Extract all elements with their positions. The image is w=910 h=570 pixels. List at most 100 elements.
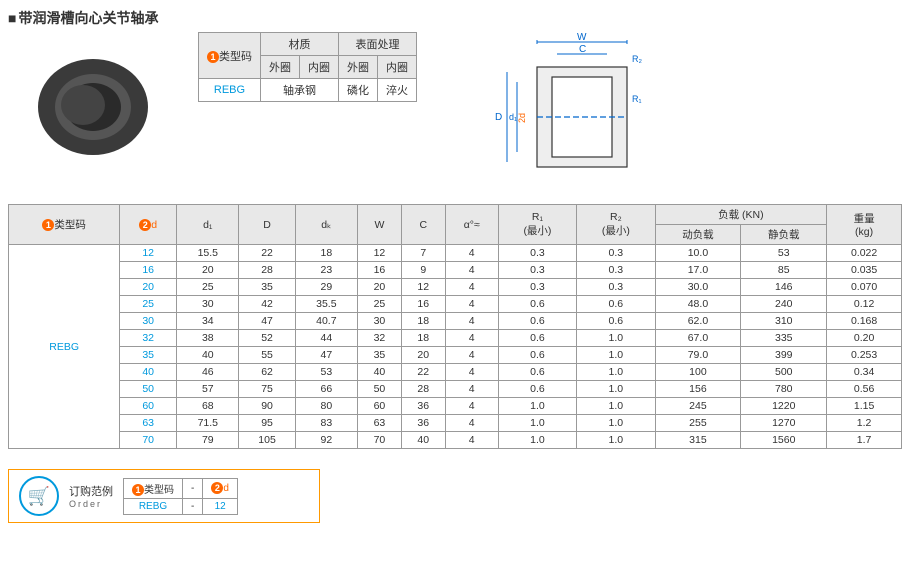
cell: 71.5 [177, 415, 239, 432]
cell: 22 [239, 245, 295, 262]
cell: 156 [655, 381, 741, 398]
surf-inner: 淬火 [378, 79, 417, 102]
cell: 4 [445, 432, 498, 449]
cell: 1220 [741, 398, 827, 415]
cell: 66 [295, 381, 357, 398]
cell: 53 [295, 364, 357, 381]
table-row: 1620282316940.30.317.0850.035 [9, 262, 902, 279]
cell: 20 [120, 279, 177, 296]
technical-diagram: W C D d₁ 2d R₂ R₁ [437, 32, 657, 192]
cell: 25 [177, 279, 239, 296]
surf-outer: 磷化 [339, 79, 378, 102]
cell: 70 [358, 432, 402, 449]
svg-text:R₂: R₂ [632, 54, 642, 64]
material-table-wrap: 1类型码 材质 表面处理 外圈 内圈 外圈 内圈 REBG 轴承钢 磷化 淬火 [198, 32, 417, 192]
cell: 62.0 [655, 313, 741, 330]
cell: 12 [120, 245, 177, 262]
cell: 4 [445, 347, 498, 364]
cell: 0.6 [498, 313, 576, 330]
cell: 63 [120, 415, 177, 432]
cell: 47 [295, 347, 357, 364]
cell: 255 [655, 415, 741, 432]
cell: 29 [295, 279, 357, 296]
cell: 38 [177, 330, 239, 347]
cell: 0.3 [577, 279, 655, 296]
cell: 0.12 [827, 296, 902, 313]
cell: 16 [120, 262, 177, 279]
cell: 40 [401, 432, 445, 449]
cell: 245 [655, 398, 741, 415]
cell: 500 [741, 364, 827, 381]
svg-text:d₁: d₁ [509, 112, 517, 122]
cell: 0.34 [827, 364, 902, 381]
top-section: 1类型码 材质 表面处理 外圈 内圈 外圈 内圈 REBG 轴承钢 磷化 淬火 … [8, 32, 902, 192]
cell: 60 [120, 398, 177, 415]
cell: 1.15 [827, 398, 902, 415]
cell: 46 [177, 364, 239, 381]
order-label: 订购范例 [69, 483, 113, 499]
cell: 335 [741, 330, 827, 347]
code-val: REBG [199, 79, 261, 102]
svg-text:W: W [577, 32, 587, 43]
cell: 1.0 [577, 330, 655, 347]
table-row: 707910592704041.01.031515601.7 [9, 432, 902, 449]
hdr-inner1: 内圈 [300, 56, 339, 79]
cell: 310 [741, 313, 827, 330]
cell: 36 [401, 415, 445, 432]
cell: 30 [120, 313, 177, 330]
cell: 7 [401, 245, 445, 262]
cell: 28 [401, 381, 445, 398]
cell: 67.0 [655, 330, 741, 347]
svg-text:2d: 2d [517, 113, 527, 123]
hdr-inner2: 内圈 [378, 56, 417, 79]
cell: 12 [401, 279, 445, 296]
cell: 55 [239, 347, 295, 364]
cell: 0.6 [498, 381, 576, 398]
cell: 18 [401, 313, 445, 330]
cell: 53 [741, 245, 827, 262]
cell: 30.0 [655, 279, 741, 296]
hdr-outer1: 外圈 [261, 56, 300, 79]
cell: 1.0 [577, 415, 655, 432]
cell: 75 [239, 381, 295, 398]
table-row: 40466253402240.61.01005000.34 [9, 364, 902, 381]
cell: 36 [401, 398, 445, 415]
cell: 0.20 [827, 330, 902, 347]
cell: 83 [295, 415, 357, 432]
cell: 0.022 [827, 245, 902, 262]
hdr-material: 材质 [261, 33, 339, 56]
cell: 0.3 [498, 279, 576, 296]
cell: 0.3 [498, 245, 576, 262]
cell: 16 [358, 262, 402, 279]
cell: 62 [239, 364, 295, 381]
cell: 0.035 [827, 262, 902, 279]
cell: 68 [177, 398, 239, 415]
cell: 0.070 [827, 279, 902, 296]
cell: 15.5 [177, 245, 239, 262]
cell: 60 [358, 398, 402, 415]
cell: 4 [445, 381, 498, 398]
cell: 1.7 [827, 432, 902, 449]
cell: 1270 [741, 415, 827, 432]
cell: 30 [358, 313, 402, 330]
cell: 0.3 [577, 245, 655, 262]
cell: 1.0 [577, 364, 655, 381]
cell: 40.7 [295, 313, 357, 330]
table-row: 30344740.7301840.60.662.03100.168 [9, 313, 902, 330]
cell: 1560 [741, 432, 827, 449]
cell: 4 [445, 398, 498, 415]
cell: 1.0 [577, 347, 655, 364]
cell: 35.5 [295, 296, 357, 313]
cell: 0.6 [498, 330, 576, 347]
hdr-surface: 表面处理 [339, 33, 417, 56]
cell: 34 [177, 313, 239, 330]
cell: 23 [295, 262, 357, 279]
cell: 40 [177, 347, 239, 364]
page-title: 带润滑槽向心关节轴承 [8, 8, 902, 28]
order-table: 1类型码 - 2d REBG - 12 [123, 478, 238, 515]
cell: 10.0 [655, 245, 741, 262]
cell: 22 [401, 364, 445, 381]
cell: 399 [741, 347, 827, 364]
cell: 42 [239, 296, 295, 313]
cell: 12 [358, 245, 402, 262]
